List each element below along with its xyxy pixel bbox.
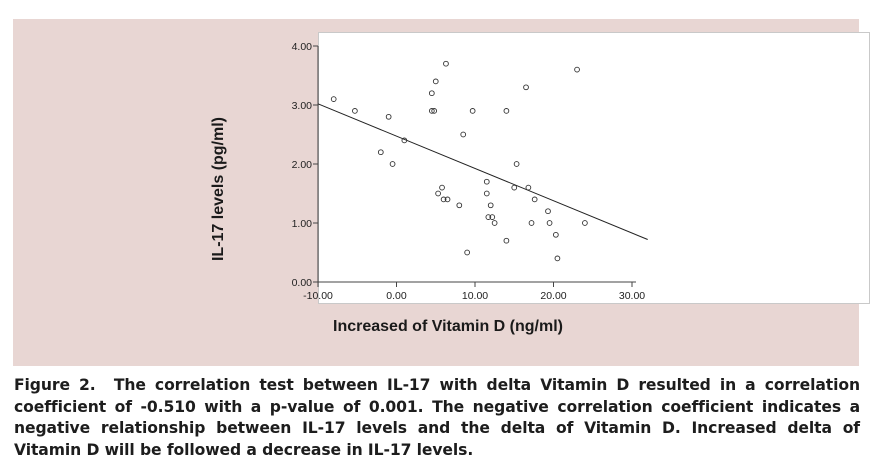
data-point (574, 66, 580, 73)
data-point (460, 131, 467, 138)
x-tick-label: 10.00 (462, 290, 488, 302)
data-point (464, 249, 471, 256)
y-tick-label: 3.00 (292, 100, 313, 112)
data-point (582, 220, 588, 226)
axes: 0.001.002.003.004.00-10.00 0.00 10.00 20.00… (292, 41, 646, 302)
data-point (456, 202, 463, 209)
data-point (444, 196, 451, 203)
data-point (483, 190, 490, 197)
data-point (432, 78, 439, 85)
fit-line-group (317, 103, 648, 240)
plot-area (318, 32, 870, 304)
data-point (545, 208, 551, 215)
y-tick-label: 4.00 (292, 41, 313, 53)
x-tick-label: 30.00 (619, 290, 645, 302)
x-tick-label: -10.00 (303, 290, 333, 302)
data-point (443, 60, 449, 67)
data-point (485, 214, 492, 220)
x-axis-label: Increased of Vitamin D (ng/ml) (333, 318, 563, 335)
caption-text: The correlation test between IL-17 with … (14, 376, 860, 459)
data-point (385, 113, 392, 120)
fit-line (317, 103, 648, 240)
data-point (491, 220, 498, 226)
data-point (377, 149, 384, 156)
data-point (469, 108, 476, 114)
data-point (513, 161, 520, 167)
y-axis-label: IL-17 levels (pg/ml) (210, 116, 227, 262)
data-point (511, 184, 518, 191)
data-point (489, 214, 496, 220)
data-point (503, 237, 510, 244)
y-tick-label: 1.00 (292, 218, 313, 230)
data-point (330, 96, 337, 102)
data-point (428, 108, 435, 114)
data-point (435, 190, 441, 197)
caption-label: Figure 2. (14, 376, 96, 394)
data-point (431, 108, 438, 114)
figure-caption: Figure 2. The correlation test between I… (14, 375, 860, 461)
data-point (503, 108, 510, 114)
data-point (525, 184, 532, 191)
data-point (523, 84, 529, 91)
data-point (531, 196, 538, 203)
data-point (428, 90, 435, 97)
data-point (554, 255, 561, 262)
data-point (440, 196, 447, 203)
data-point (401, 137, 408, 144)
data-point (389, 161, 396, 167)
data-point (546, 220, 553, 226)
data-points (330, 60, 588, 262)
data-point (352, 108, 358, 114)
data-point (483, 178, 490, 185)
figure-panel (13, 19, 870, 366)
x-tick-label: 20.00 (540, 290, 566, 302)
data-point (487, 202, 494, 209)
x-tick-label: 0.00 (386, 290, 407, 302)
y-tick-label: 0.00 (292, 277, 313, 289)
data-point (528, 220, 535, 226)
y-tick-label: 2.00 (292, 159, 313, 171)
data-point (553, 231, 559, 238)
data-point (439, 184, 445, 191)
